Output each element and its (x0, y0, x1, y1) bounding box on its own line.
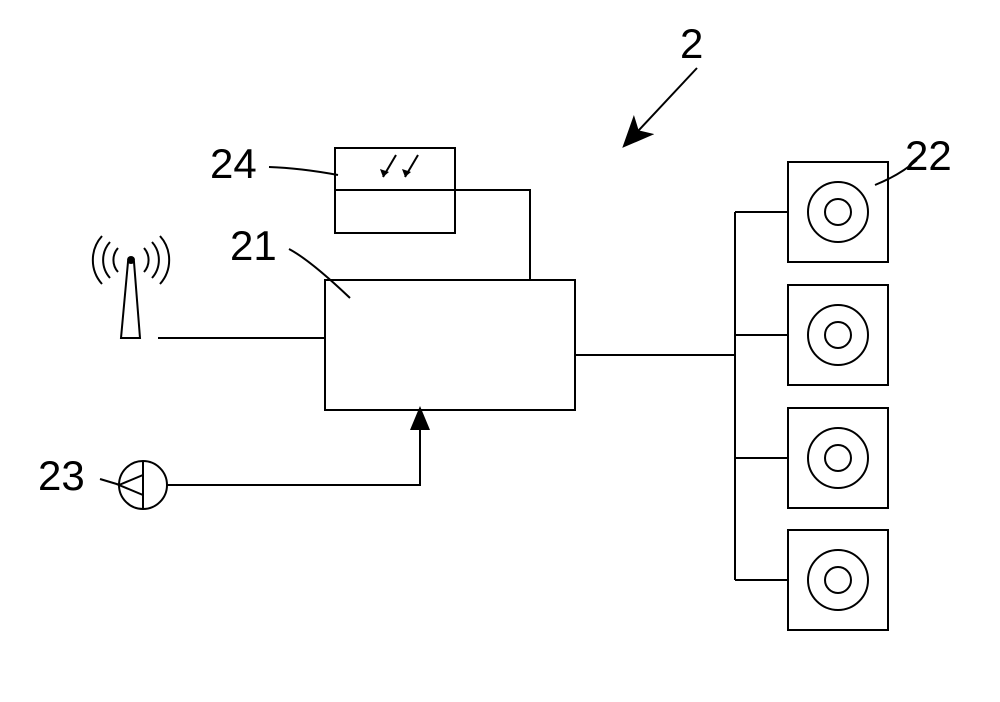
solar-panel (335, 148, 455, 233)
label-solar: 24 (210, 140, 257, 188)
label-main-ref: 2 (680, 20, 703, 68)
controller-box (325, 280, 575, 410)
conn-solar-controller (455, 190, 530, 280)
label-speakers: 22 (905, 132, 952, 180)
sensor-icon (119, 461, 167, 509)
speaker-3 (788, 530, 888, 630)
speaker-0 (788, 162, 888, 262)
leader-solar (269, 167, 338, 175)
leader-sensor (100, 479, 120, 485)
speaker-1 (788, 285, 888, 385)
conn-sensor-controller (167, 410, 420, 485)
label-sensor: 23 (38, 452, 85, 500)
diagram-svg (0, 0, 1000, 702)
leader-controller (289, 249, 350, 298)
leader-main-ref (625, 68, 697, 145)
label-controller: 21 (230, 222, 277, 270)
antenna-icon (93, 236, 169, 338)
speaker-2 (788, 408, 888, 508)
